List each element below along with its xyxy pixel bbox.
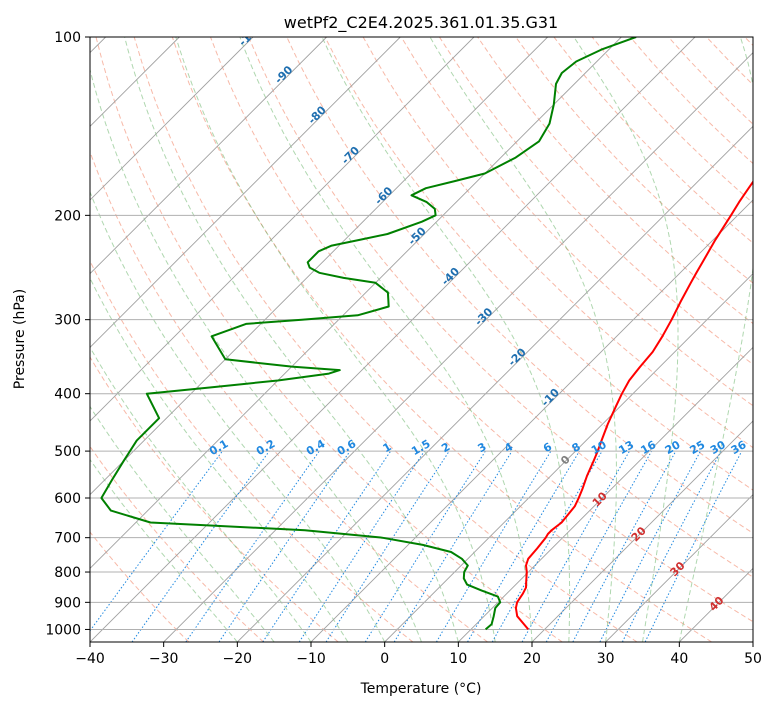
mixing-ratio-line	[435, 450, 552, 642]
isotherm	[384, 273, 753, 642]
dry-adiabat	[324, 37, 753, 491]
isotherm-label: -100	[236, 20, 265, 49]
isotherm	[752, 641, 753, 642]
isotherm	[90, 37, 401, 348]
moist-adiabat	[239, 37, 533, 642]
y-tick-label: 500	[54, 444, 81, 460]
x-tick-label: −40	[75, 651, 105, 667]
x-tick-label: 10	[449, 651, 467, 667]
moist-adiabat	[90, 458, 238, 642]
chart-title: wetPf2_C2E4.2025.361.01.35.G31	[284, 13, 558, 33]
mixing-ratio-line	[218, 450, 351, 642]
x-tick-label: 50	[744, 651, 762, 667]
mixing-ratio-line	[545, 450, 653, 642]
mixing-ratio-line	[599, 450, 701, 642]
dry-adiabat	[95, 37, 563, 642]
mixing-ratio-line	[325, 450, 450, 642]
mixing-ratio-line	[621, 450, 722, 642]
dewpoint-profile	[100, 37, 637, 631]
mixing-ratio-line	[131, 450, 270, 642]
background-lines	[90, 37, 753, 642]
mixing-ratio-line	[298, 450, 425, 642]
dry-adiabat	[171, 37, 712, 642]
x-tick-label: 30	[597, 651, 615, 667]
y-axis: 100 200 300 400 500 600 700 800 900 1000	[45, 30, 90, 638]
isotherm	[531, 420, 753, 642]
isotherm	[237, 125, 753, 642]
x-tick-label: −30	[149, 651, 179, 667]
isotherm	[90, 37, 696, 642]
y-tick-label: 600	[54, 491, 81, 507]
moist-adiabat	[321, 37, 571, 642]
y-tick-label: 900	[54, 595, 81, 611]
sounding-profiles	[100, 37, 753, 631]
mixing-ratio-line	[262, 450, 392, 642]
dry-adiabat	[90, 531, 190, 642]
moist-adiabat	[90, 67, 422, 642]
plot-frame	[89, 36, 754, 643]
y-tick-label: 700	[54, 531, 81, 547]
y-tick-label: 100	[54, 30, 81, 46]
moist-adiabat	[429, 37, 617, 642]
isotherm	[90, 37, 622, 569]
mixing-ratio-line	[185, 450, 320, 642]
isotherm	[90, 37, 475, 422]
isotherm	[458, 346, 753, 642]
y-tick-label: 1000	[45, 622, 81, 638]
moist-adiabat	[124, 37, 459, 642]
isotherm	[605, 494, 753, 642]
x-tick-label: −20	[223, 651, 253, 667]
y-tick-label: 200	[54, 208, 81, 224]
dry-adiabat	[210, 37, 753, 623]
dry-adiabat	[400, 37, 753, 407]
isotherm	[310, 199, 753, 642]
dry-adiabat	[248, 37, 753, 578]
isotherm	[163, 52, 753, 642]
x-tick-label: 40	[670, 651, 688, 667]
x-tick-label: 0	[380, 651, 389, 667]
moist-adiabat	[175, 37, 496, 642]
x-tick-label: 20	[523, 651, 541, 667]
isotherm	[90, 37, 327, 275]
moist-adiabat	[573, 37, 679, 642]
isotherm	[90, 37, 254, 201]
x-axis: −40 −30 −20 −10 0 10 20 30 40 50	[75, 642, 762, 667]
dry-adiabat	[438, 37, 753, 366]
y-tick-label: 300	[54, 313, 81, 329]
x-tick-label: −10	[296, 651, 326, 667]
moist-adiabat	[90, 277, 349, 642]
dry-adiabat	[90, 150, 488, 642]
isotherm	[90, 37, 548, 496]
pressure-gridlines	[90, 37, 753, 630]
mixing-ratio-line	[644, 450, 743, 642]
y-tick-label: 400	[54, 387, 81, 403]
temperature-profile	[514, 180, 753, 631]
moist-adiabat	[90, 190, 386, 642]
mixing-ratio-line	[521, 450, 630, 642]
y-axis-title: Pressure (hPa)	[12, 289, 28, 389]
mixing-ratio-line	[572, 450, 677, 642]
y-tick-label: 800	[54, 565, 81, 581]
dry-adiabat	[133, 37, 638, 642]
mixing-ratio-line	[90, 450, 223, 632]
dry-adiabat	[90, 356, 339, 642]
plot-background	[90, 37, 753, 642]
moist-adiabat	[678, 37, 753, 642]
dry-adiabat	[90, 445, 264, 642]
moist-adiabat	[90, 405, 275, 642]
mixing-ratio-line	[364, 450, 486, 642]
dry-adiabat	[515, 37, 753, 284]
x-axis-title: Temperature (°C)	[360, 681, 482, 697]
mixing-ratio-line	[393, 450, 513, 642]
